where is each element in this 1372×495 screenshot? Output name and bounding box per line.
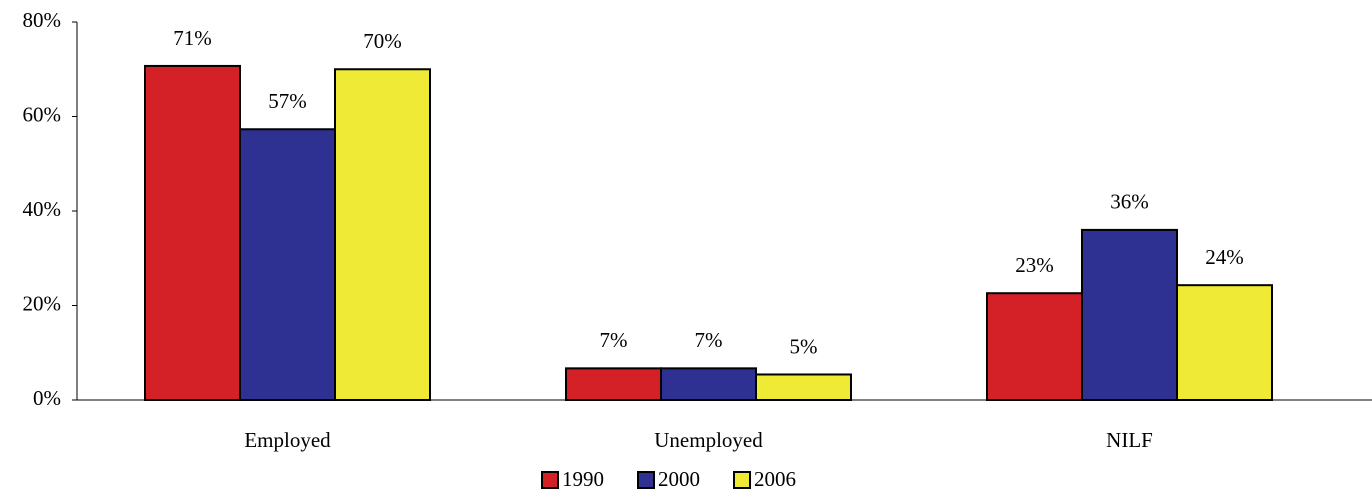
y-tick-label: 80% — [23, 8, 62, 32]
value-label: 36% — [1110, 190, 1149, 214]
x-tick-label: NILF — [1106, 428, 1153, 452]
x-tick-label: Unemployed — [654, 428, 763, 452]
y-tick-label: 20% — [23, 291, 62, 315]
value-label: 71% — [173, 26, 212, 50]
bar — [1081, 228, 1178, 401]
value-label: 7% — [695, 328, 723, 352]
value-label: 24% — [1205, 245, 1244, 269]
y-tick-label: 60% — [23, 102, 62, 126]
value-label: 57% — [268, 89, 307, 113]
legend-swatch — [733, 471, 751, 489]
value-label: 70% — [363, 29, 402, 53]
bar — [986, 292, 1083, 401]
legend-label: 1990 — [562, 467, 604, 491]
value-label: 23% — [1015, 253, 1054, 277]
legend-swatch — [541, 471, 559, 489]
legend-swatch — [637, 471, 655, 489]
bar — [239, 128, 336, 401]
bar — [144, 64, 241, 401]
y-tick-label: 40% — [23, 197, 62, 221]
value-label: 5% — [790, 334, 818, 358]
legend-label: 2006 — [754, 467, 796, 491]
value-label: 7% — [600, 328, 628, 352]
bar — [565, 367, 662, 401]
bar — [1176, 284, 1273, 401]
bar — [660, 367, 757, 401]
bar — [755, 373, 852, 401]
x-tick-label: Employed — [244, 428, 331, 452]
bar — [334, 68, 431, 401]
y-tick-label: 0% — [33, 386, 61, 410]
legend-label: 2000 — [658, 467, 700, 491]
